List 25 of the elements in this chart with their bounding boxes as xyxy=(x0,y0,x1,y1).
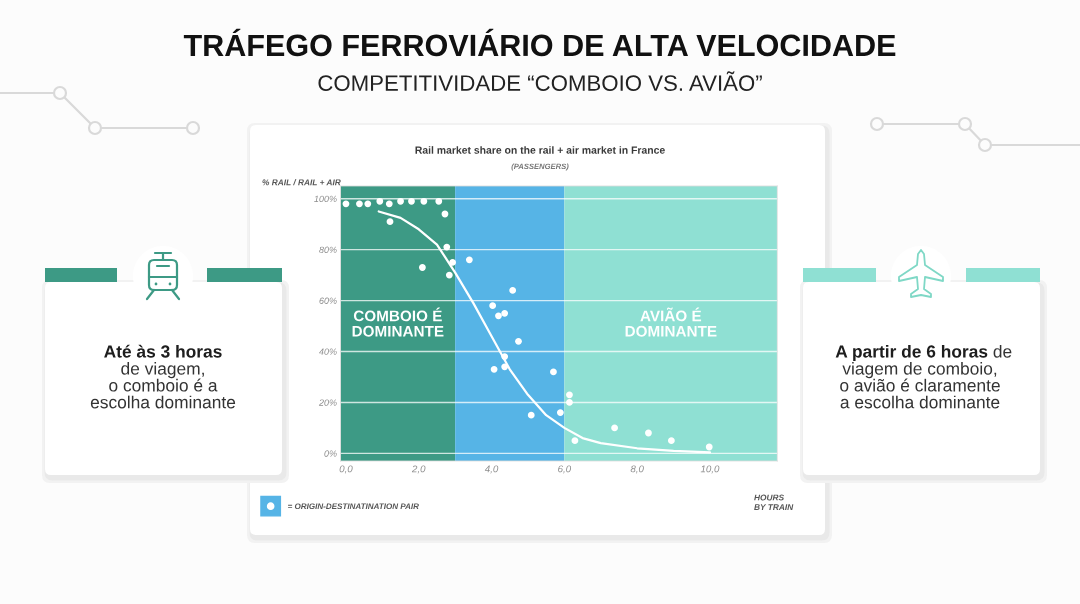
legend-label: = ORIGIN-DESTINATINATION PAIR xyxy=(288,503,419,510)
chart-subtitle: COMPETITIVIDADE “COMBOIO VS. AVIÃO” xyxy=(318,71,762,91)
x-axis-title: HOURS BY TRAIN xyxy=(754,494,794,510)
x-tick-label: 0,0 xyxy=(339,465,353,474)
y-tick-label: 0% xyxy=(324,450,337,457)
y-tick-label: 20% xyxy=(318,399,337,406)
y-tick-label: 80% xyxy=(319,246,337,254)
x-tick-label: 2,0 xyxy=(411,465,426,474)
y-tick-label: 40% xyxy=(319,348,337,355)
band-label: COMBOIO É DOMINANTE xyxy=(352,307,444,337)
x-tick-label: 10,0 xyxy=(700,465,720,474)
text: A partir de 6 horas xyxy=(835,344,988,362)
text: Rail market share on the rail + air market in France xyxy=(415,146,665,154)
x-tick-label: 8,0 xyxy=(630,465,644,474)
text: Até às 3 horas xyxy=(104,344,222,358)
y-axis-title: % RAIL / RAIL + AIR xyxy=(262,179,341,186)
band-label: AVIÃO É DOMINANTE xyxy=(625,307,717,337)
chart-title: TRÁFEGO FERROVIÁRIO DE ALTA VELOCIDADE xyxy=(183,28,896,57)
y-tick-label: 60% xyxy=(319,297,337,304)
x-tick-label: 4,0 xyxy=(484,465,499,474)
text: de viagem, o comboio é a escolha dominante xyxy=(90,362,236,409)
y-tick-label: 100% xyxy=(314,195,337,203)
text: de xyxy=(993,344,1012,358)
x-tick-label: 6,0 xyxy=(558,465,572,474)
text: viagem de comboio, o avião é claramente a escolha dominante xyxy=(840,362,1000,409)
